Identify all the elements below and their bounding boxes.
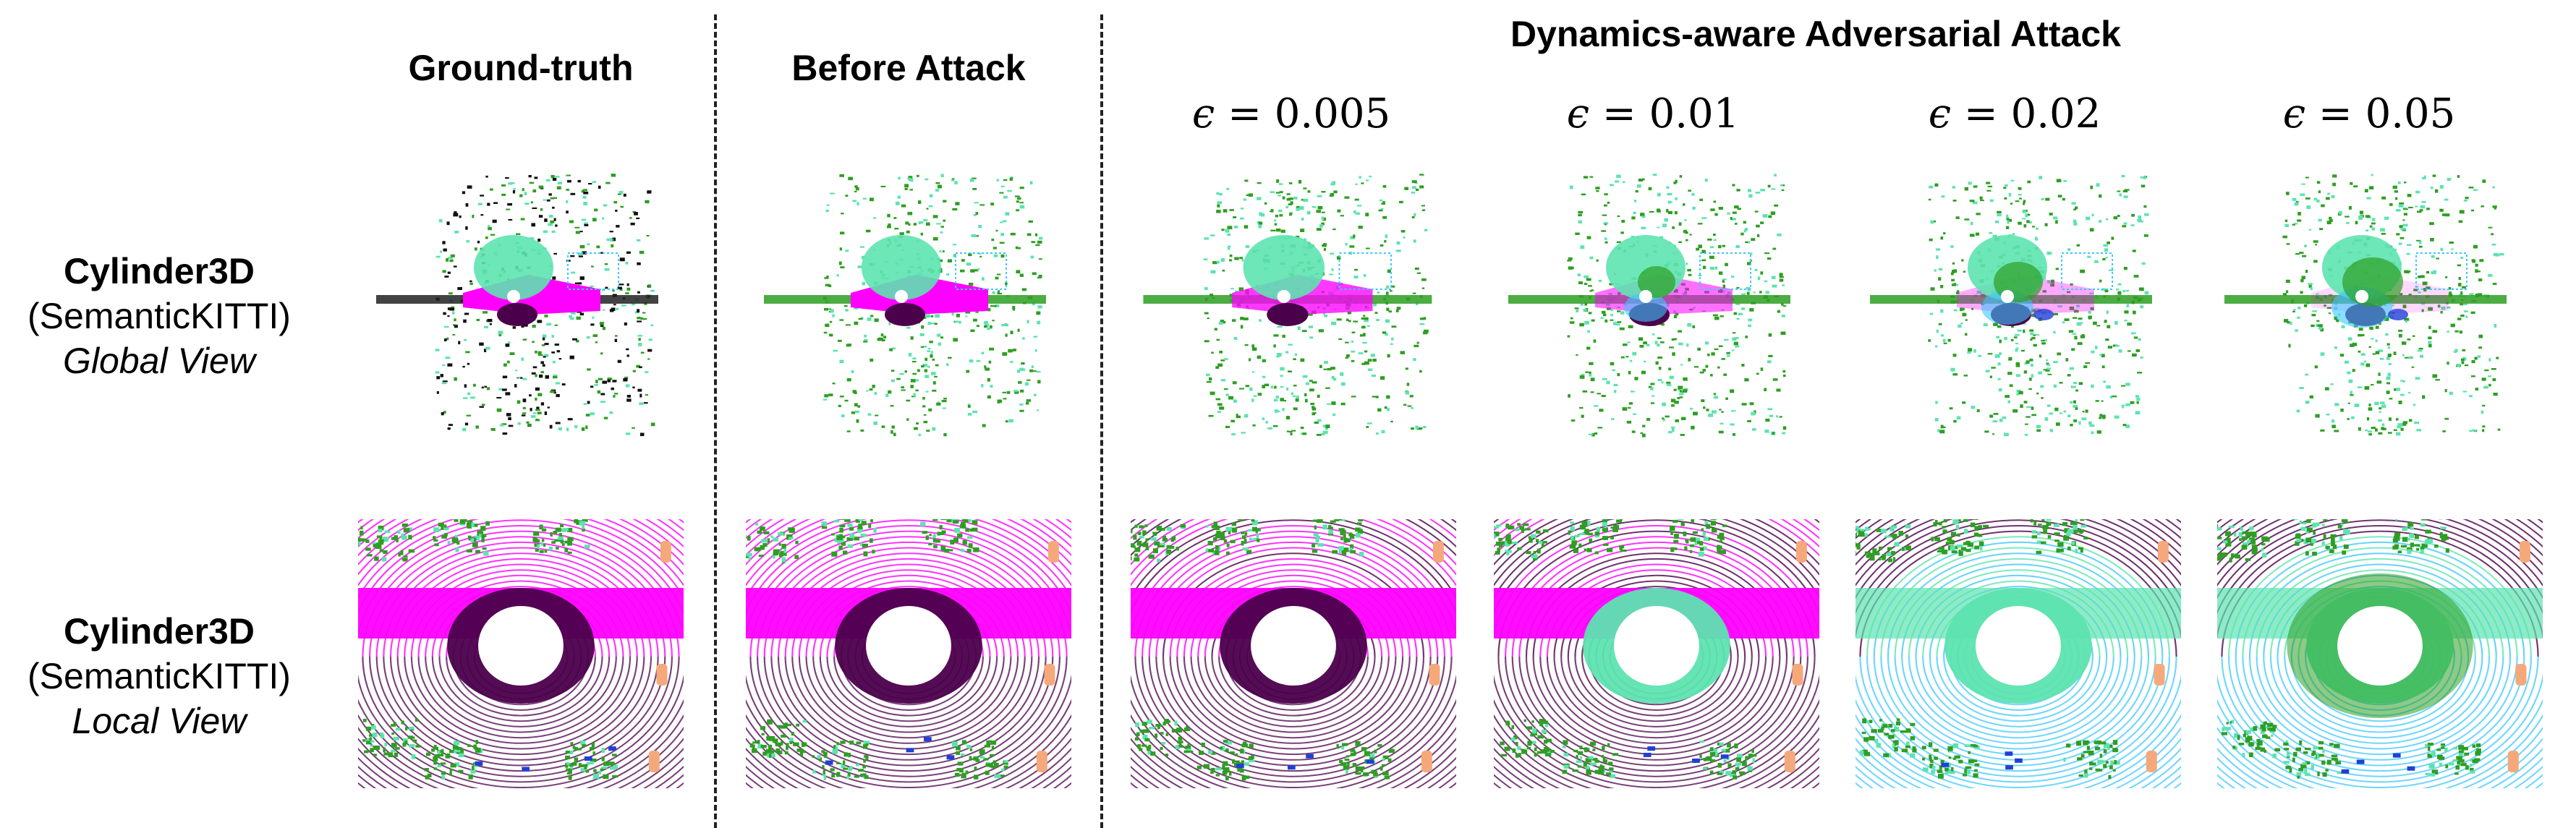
global-view-attack-eps-005-panel (2210, 159, 2528, 448)
column-divider-2 (1100, 14, 1103, 828)
local-point-cloud-render (746, 519, 1071, 788)
epsilon-label-1: ϵ = 0.005 (1191, 90, 1391, 137)
global-point-cloud-render (764, 174, 1046, 437)
local-point-cloud-render (1131, 519, 1456, 788)
row-view-name: Global View (63, 341, 255, 381)
global-point-cloud-render (2224, 174, 2507, 436)
global-point-cloud-render (1508, 174, 1790, 438)
local-view-attack-eps-001-panel (1494, 519, 1819, 788)
row-label-global: Cylinder3D (SemanticKITTI) Global View (0, 249, 318, 383)
local-view-attack-eps-005-panel (2217, 519, 2543, 788)
global-view-attack-eps-0005-panel (1128, 159, 1454, 448)
global-point-cloud-render (376, 174, 658, 437)
local-view-attack-eps-0005-panel (1131, 519, 1456, 788)
local-point-cloud-render (2217, 519, 2543, 788)
epsilon-label-2: ϵ = 0.01 (1566, 90, 1740, 137)
header-before-attack: Before Attack (791, 48, 1026, 88)
global-view-attack-eps-001-panel (1494, 159, 1812, 448)
header-attack-group: Dynamics-aware Adversarial Attack (1510, 14, 2121, 54)
row-model-name: Cylinder3D (64, 611, 255, 652)
row-model-name: Cylinder3D (64, 251, 255, 291)
header-ground-truth: Ground-truth (408, 48, 634, 88)
global-point-cloud-render (1143, 174, 1432, 436)
global-view-attack-eps-002-panel (1856, 159, 2174, 448)
row-view-name: Local View (72, 701, 247, 741)
local-view-ground-truth-panel (358, 519, 684, 788)
local-view-attack-eps-002-panel (1856, 519, 2181, 788)
epsilon-label-4: ϵ = 0.05 (2282, 90, 2456, 137)
local-point-cloud-render (358, 519, 684, 788)
epsilon-label-3: ϵ = 0.02 (1928, 90, 2101, 137)
column-divider-1 (714, 14, 717, 828)
row-dataset-name: (SemanticKITTI) (27, 296, 291, 336)
global-view-before-attack-panel (749, 159, 1068, 448)
global-point-cloud-render (1870, 174, 2152, 437)
global-view-ground-truth-panel (362, 159, 680, 448)
local-point-cloud-render (1494, 519, 1819, 788)
local-point-cloud-render (1856, 519, 2181, 788)
row-dataset-name: (SemanticKITTI) (27, 656, 291, 696)
row-label-local: Cylinder3D (SemanticKITTI) Local View (0, 609, 318, 743)
local-view-before-attack-panel (746, 519, 1071, 788)
